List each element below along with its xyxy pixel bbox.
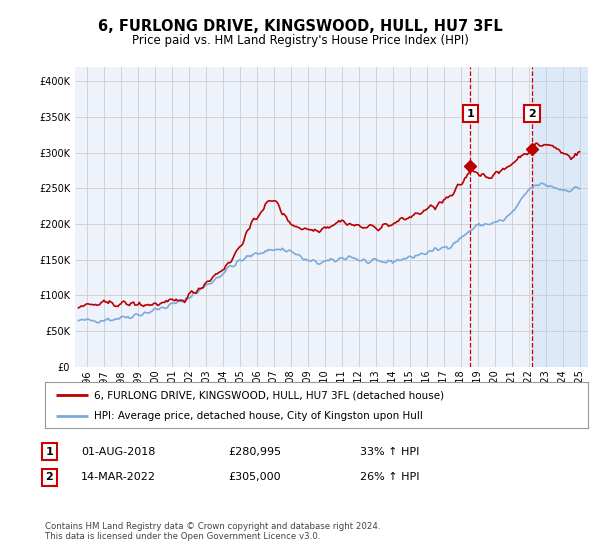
Bar (532, 67, 588, 367)
Text: 01-AUG-2018: 01-AUG-2018 (81, 447, 155, 457)
Text: 2: 2 (528, 109, 536, 119)
Text: 1: 1 (46, 447, 53, 457)
Text: 2: 2 (46, 472, 53, 482)
Text: HPI: Average price, detached house, City of Kingston upon Hull: HPI: Average price, detached house, City… (94, 410, 423, 421)
Text: Price paid vs. HM Land Registry's House Price Index (HPI): Price paid vs. HM Land Registry's House … (131, 34, 469, 47)
Text: 6, FURLONG DRIVE, KINGSWOOD, HULL, HU7 3FL (detached house): 6, FURLONG DRIVE, KINGSWOOD, HULL, HU7 3… (94, 390, 444, 400)
Text: 33% ↑ HPI: 33% ↑ HPI (360, 447, 419, 457)
Text: 6, FURLONG DRIVE, KINGSWOOD, HULL, HU7 3FL: 6, FURLONG DRIVE, KINGSWOOD, HULL, HU7 3… (98, 20, 502, 34)
Text: 26% ↑ HPI: 26% ↑ HPI (360, 472, 419, 482)
Text: Contains HM Land Registry data © Crown copyright and database right 2024.
This d: Contains HM Land Registry data © Crown c… (45, 522, 380, 542)
Text: £280,995: £280,995 (228, 447, 281, 457)
Text: 14-MAR-2022: 14-MAR-2022 (81, 472, 156, 482)
Text: 1: 1 (467, 109, 475, 119)
Text: £305,000: £305,000 (228, 472, 281, 482)
